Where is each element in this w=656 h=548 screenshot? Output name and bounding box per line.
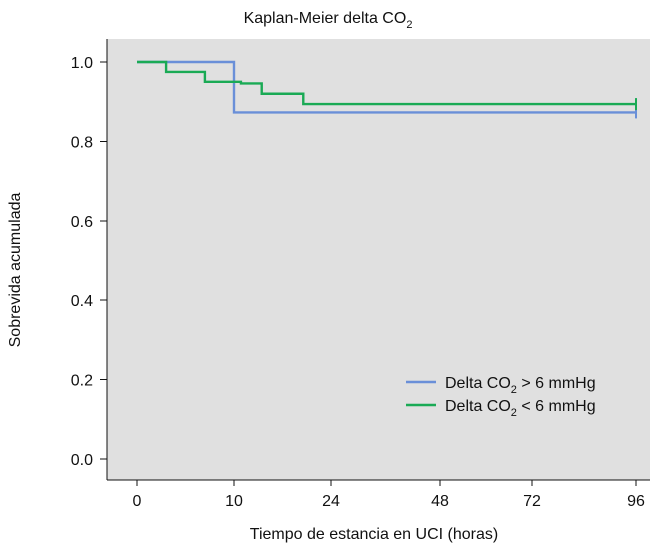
y-tick-label: 0.8 bbox=[71, 134, 93, 151]
series-line bbox=[137, 60, 636, 114]
chart-title: Kaplan-Meier delta CO2 bbox=[244, 10, 413, 31]
chart-title-main: Kaplan-Meier delta CO bbox=[244, 10, 407, 27]
y-tick-label: 0.0 bbox=[71, 452, 93, 469]
series-line bbox=[137, 60, 636, 106]
x-tick-label: 10 bbox=[225, 493, 243, 510]
y-axis-label: Sobrevida acumulada bbox=[7, 193, 24, 348]
y-axis: 0.0 0.2 0.4 0.6 0.8 1.0 bbox=[71, 55, 107, 469]
legend-label-suffix: < 6 mmHg bbox=[517, 398, 596, 415]
legend-label-main: Delta CO bbox=[445, 398, 511, 415]
x-tick-label: 96 bbox=[627, 493, 645, 510]
x-axis: 0 10 24 48 72 96 bbox=[133, 480, 645, 510]
series-layer bbox=[137, 60, 637, 119]
legend-label-subscript: 2 bbox=[511, 384, 517, 396]
y-tick-label: 0.2 bbox=[71, 373, 93, 390]
legend-label: Delta CO2 > 6 mmHg bbox=[445, 375, 596, 396]
x-tick-label: 24 bbox=[322, 493, 340, 510]
y-tick-label: 1.0 bbox=[71, 55, 93, 72]
x-axis-label: Tiempo de estancia en UCI (horas) bbox=[250, 526, 498, 543]
series-group bbox=[137, 60, 637, 111]
x-tick-label: 72 bbox=[523, 493, 541, 510]
legend-label: Delta CO2 < 6 mmHg bbox=[445, 398, 596, 419]
legend-label-subscript: 2 bbox=[511, 407, 517, 419]
y-tick-label: 0.6 bbox=[71, 214, 93, 231]
y-tick-label: 0.4 bbox=[71, 293, 93, 310]
x-tick-label: 0 bbox=[133, 493, 142, 510]
chart-title-subscript: 2 bbox=[406, 19, 412, 31]
legend-label-suffix: > 6 mmHg bbox=[517, 375, 596, 392]
legend-label-main: Delta CO bbox=[445, 375, 511, 392]
x-tick-label: 48 bbox=[431, 493, 449, 510]
